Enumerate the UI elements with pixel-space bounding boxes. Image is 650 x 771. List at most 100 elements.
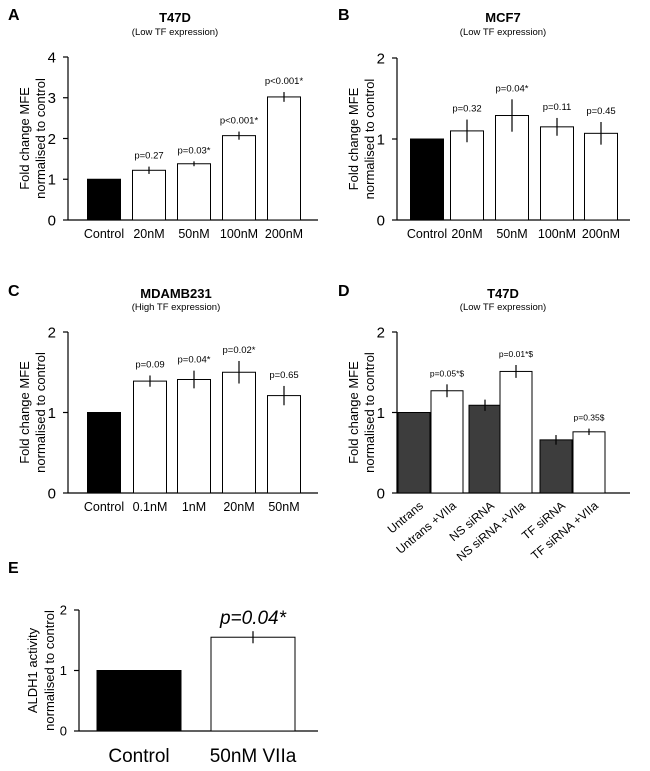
p-value-label: p=0.01*$ [499,349,534,359]
x-tick-label: Control [84,227,124,241]
y-tick-label: 1 [48,405,56,422]
p-value-label: p=0.04* [177,355,210,366]
bar-20nm [222,371,256,494]
bar-tf-sirna [539,439,573,494]
bar-untrans-viia [430,390,464,494]
bar-ns-sirna [468,404,502,494]
y-tick-label: 0 [377,212,385,229]
bar-ns-sirna-viia [499,370,533,494]
chart-title: MDAMB231 [140,286,212,301]
x-tick-label: 20nM [133,227,164,241]
panel-d: D T47D(Low TF expression) 0 1 2 Fold change M… [338,283,630,564]
x-tick-label: 50nM [268,500,299,514]
x-tick-label: 50nM [496,227,527,241]
x-tick-label: 20nM [223,500,254,514]
x-tick-label: Control [84,500,124,514]
panel-b: B MCF7 (Low TF expression) 0 1 2 Fold change M… [338,7,630,241]
panel-c: C MDAMB231(High TF expression) 0 1 2 Fold cha… [8,283,318,514]
x-tick-label: 50nM VIIa [210,746,297,767]
y-axis-label: normalised to control [362,352,377,473]
y-axis-label: normalised to control [33,352,48,473]
p-value-label: p=0.11 [543,102,572,113]
p-value-label: p=0.04* [219,608,287,629]
bar-50nm [177,163,211,221]
y-tick-label: 2 [377,324,385,341]
p-value-label: p=0.32 [452,104,481,115]
panel-letter: D [338,283,350,300]
bar-control [87,412,121,494]
chart-title: T47D [487,286,519,301]
chart-title: MCF7 [485,10,520,25]
panel-letter: E [8,560,19,577]
y-tick-label: 2 [377,50,385,67]
panel-letter: A [8,7,20,24]
x-tick-label: Control [108,746,169,767]
bar-control [87,178,121,221]
p-value-label: p=0.02* [222,345,255,356]
panel-e: E 0 1 2 ALDH1 activity normalised to control C… [8,560,318,767]
chart-subtitle: (Low TF expression) [460,27,546,38]
x-tick-label: 200nM [582,227,620,241]
chart-subtitle: (High TF expression) [132,302,221,313]
y-tick-label: 1 [60,663,67,678]
x-tick-label: 50nM [178,227,209,241]
p-value-label: p=0.35$ [574,413,605,423]
bar-20nm [132,169,166,221]
p-value-label: p=0.04* [495,83,528,94]
y-axis-label: normalised to control [362,79,377,200]
bar-200nm [584,132,618,221]
bar-control [96,670,182,732]
y-tick-label: 4 [48,49,56,66]
p-value-label: p<0.001* [265,76,304,87]
p-value-label: p=0.09 [135,359,164,370]
bar-50nm [267,395,301,494]
chart-subtitle: (Low TF expression) [460,302,546,313]
y-tick-label: 1 [377,131,385,148]
y-axis-label: Fold change MFE [346,87,361,190]
y-tick-label: 0 [48,212,56,229]
x-tick-label: 100nM [220,227,258,241]
chart-subtitle: (Low TF expression) [132,27,218,38]
chart-title: T47D [159,10,191,25]
y-tick-label: 1 [48,172,56,189]
y-tick-label: 0 [377,485,385,502]
bar-20nm [450,130,484,221]
p-value-label: p<0.001* [220,116,259,127]
x-tick-label: Control [407,227,447,241]
y-tick-label: 0 [60,724,67,739]
y-axis-label: normalised to control [33,78,48,199]
panel-a: A T47D (Low TF expression) 0 1 2 3 4 Fold change… [8,7,318,241]
y-tick-label: 1 [377,405,385,422]
p-value-label: p=0.03* [177,145,210,156]
p-value-label: p=0.05*$ [430,368,465,378]
y-axis-label: ALDH1 activity [25,627,40,713]
p-value-label: p=0.27 [134,151,163,162]
y-tick-label: 2 [48,131,56,148]
bar-100nm [540,126,574,221]
bar-untrans [397,412,431,494]
y-tick-label: 2 [60,603,67,618]
x-tick-label: 1nM [182,500,206,514]
bar-1nm [177,378,211,494]
bar-tf-sirna-viia [572,431,606,494]
y-axis-label: Fold change MFE [17,361,32,464]
bar-100nm [222,135,256,221]
bar-50nm [495,115,529,221]
x-tick-label: 200nM [265,227,303,241]
p-value-label: p=0.65 [269,370,298,381]
x-tick-label: 0.1nM [133,500,168,514]
bar-200nm [267,96,301,221]
p-value-label: p=0.45 [586,106,615,117]
y-axis-label: normalised to control [42,610,57,731]
y-tick-label: 2 [48,324,56,341]
y-tick-label: 3 [48,90,56,107]
bar-0-1nm [133,380,167,494]
bar-control [410,138,444,221]
panel-letter: C [8,283,20,300]
panel-letter: B [338,7,350,24]
x-tick-label: 100nM [538,227,576,241]
y-axis-label: Fold change MFE [17,87,32,190]
y-axis-label: Fold change MFE [346,361,361,464]
y-tick-label: 0 [48,485,56,502]
